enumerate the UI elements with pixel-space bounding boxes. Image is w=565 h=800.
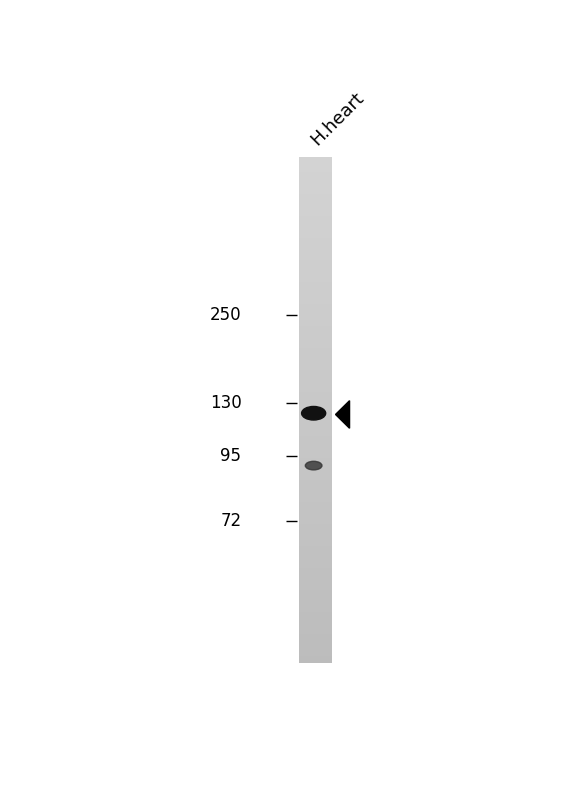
Text: 250: 250	[210, 306, 241, 324]
Text: 72: 72	[220, 512, 241, 530]
Text: 95: 95	[220, 447, 241, 466]
Text: 130: 130	[210, 394, 241, 412]
Ellipse shape	[302, 406, 325, 420]
Polygon shape	[336, 401, 350, 428]
Text: H.heart: H.heart	[307, 88, 368, 148]
Ellipse shape	[305, 462, 322, 470]
